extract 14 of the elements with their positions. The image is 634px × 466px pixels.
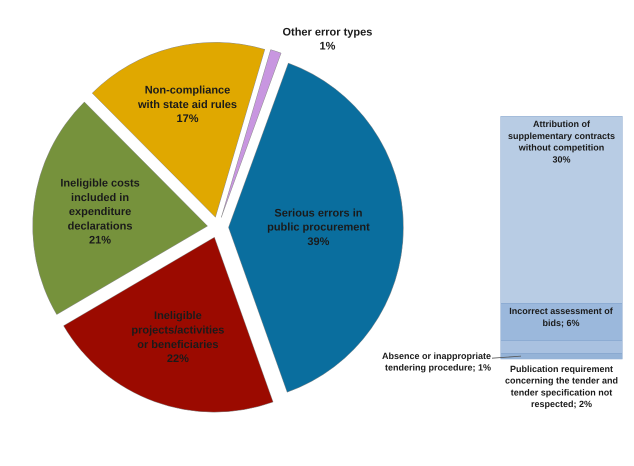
data-label: Absence or inappropriate tendering procedure; 1% (382, 351, 492, 373)
slice-label: Non-compliance with state aid rules (136, 84, 238, 111)
slice-label: Serious errors in public procurement (267, 207, 370, 234)
data-label: 22% (166, 353, 190, 366)
data-label: 17% (176, 113, 199, 126)
data-label: 39% (307, 236, 330, 248)
data-label: 1% (319, 40, 336, 53)
data-label: Publication requirement concerning the tender and tender specification not respected; 2% (505, 364, 618, 410)
slice-label: Ineligible projects/activities or beneficiaries (131, 310, 224, 351)
data-label: Attribution of supplementary contracts without competition 30% (508, 119, 616, 164)
slice-label: Ineligible costs included in expenditure declarations (60, 177, 140, 232)
slice-label: Other error types (282, 26, 372, 38)
data-label: 21% (89, 234, 112, 247)
data-label: Incorrect assessment of bids; 6% (509, 306, 614, 328)
